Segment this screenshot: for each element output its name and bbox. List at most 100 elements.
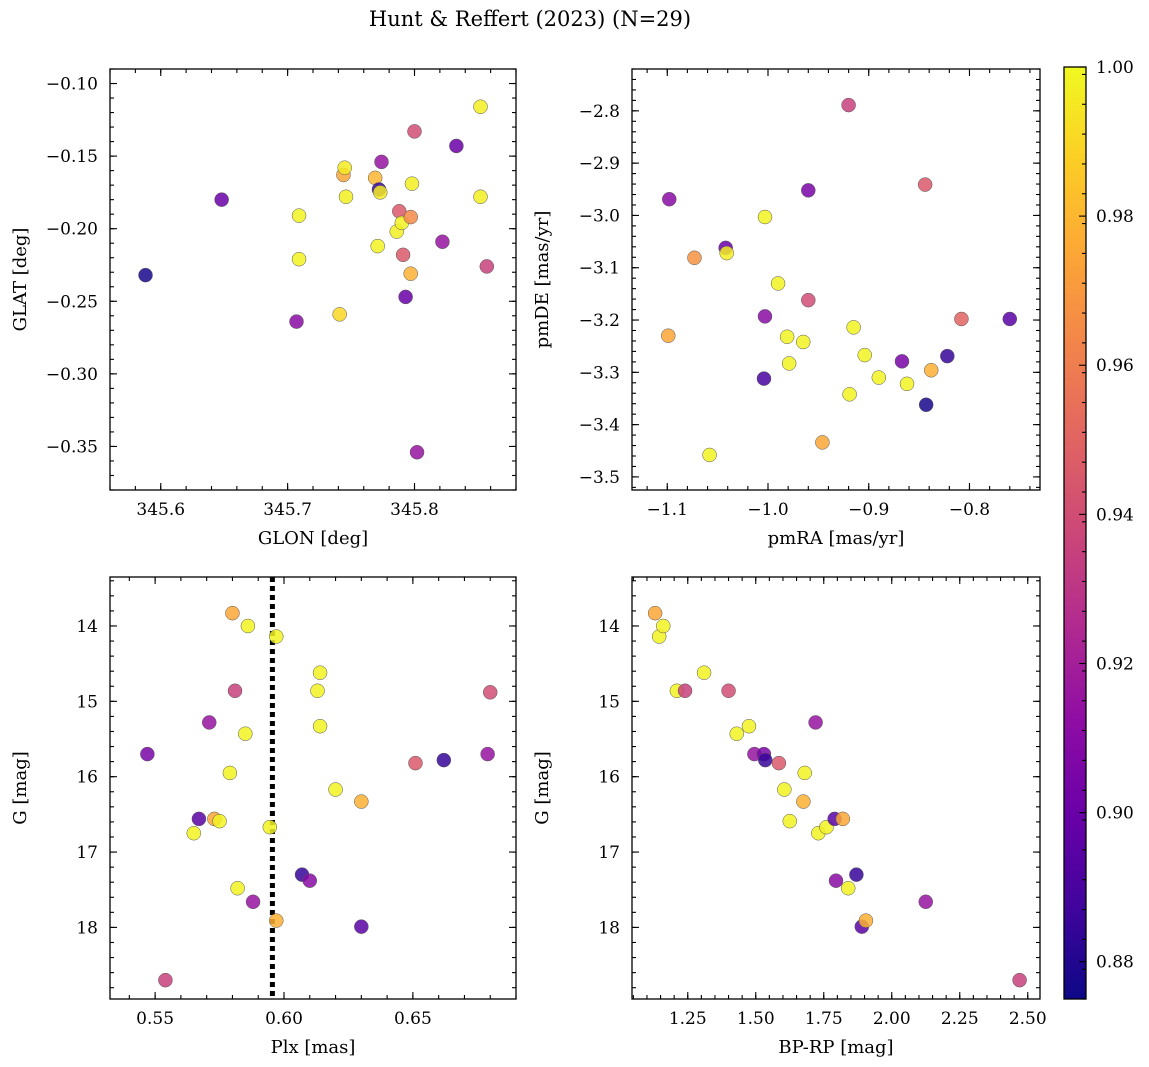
data-point [291, 251, 307, 267]
y-axis-label: G [mag] [532, 751, 553, 824]
colorbar-tick-label: 0.92 [1096, 654, 1134, 674]
y-tick-label: 18 [598, 918, 620, 938]
data-point [404, 176, 420, 191]
y-tick-label: 14 [76, 617, 98, 637]
y-tick-label: −2.9 [579, 154, 620, 174]
colorbar: 0.88 0.90 0.92 0.94 0.96 0.98 1.00 [1063, 58, 1134, 1000]
data-point [1012, 972, 1027, 988]
data-point [310, 683, 325, 699]
y-tick-label: 17 [76, 843, 98, 863]
x-tick-label: −0.8 [949, 500, 990, 520]
data-point [408, 755, 423, 771]
figure-title: Hunt & Reffert (2023) (N=29) [369, 7, 691, 31]
data-point [721, 683, 736, 699]
colorbar-frame [1063, 66, 1087, 1000]
y-tick-label: 15 [76, 692, 98, 712]
x-tick-label: 345.8 [390, 500, 439, 520]
data-point [899, 376, 915, 392]
x-tick-label: −1.1 [647, 500, 688, 520]
axes-frame [631, 576, 1041, 1000]
data-point [842, 387, 857, 402]
data-point [828, 873, 844, 888]
data-point [138, 267, 153, 283]
y-tick-label: 17 [598, 843, 620, 863]
data-point [696, 665, 712, 680]
data-point [770, 276, 786, 291]
colorbar-gradient [1064, 67, 1086, 999]
x-axis-label: pmRA [mas/yr] [768, 528, 905, 549]
panel-1: 345.6 345.7 345.8 −0.35 −0.30 −0.25 −0.20 −0.15… [10, 68, 517, 549]
data-point [918, 894, 934, 910]
x-tick-label: 0.60 [265, 1009, 303, 1029]
data-point [225, 605, 240, 621]
x-tick-label: 0.55 [136, 1009, 174, 1029]
colorbar-tick-label: 0.90 [1096, 804, 1134, 824]
data-point [191, 811, 207, 827]
data-point [779, 329, 795, 345]
data-point [354, 794, 369, 809]
data-point [372, 185, 388, 200]
data-point [771, 755, 787, 771]
x-tick-label: −0.9 [848, 500, 889, 520]
data-point [245, 894, 261, 910]
data-point [407, 124, 422, 139]
axes-frame [631, 68, 1041, 491]
panel-4: 1.25 1.50 1.75 2.00 2.25 2.50 14 15 16 17 18 BP-RP … [532, 576, 1047, 1058]
axes-frame [109, 576, 517, 1000]
data-point [758, 752, 773, 768]
data-point [729, 726, 744, 741]
data-point [395, 247, 411, 263]
data-point [677, 683, 693, 699]
data-point [201, 715, 217, 730]
data-point [702, 447, 717, 463]
y-tick-label: −3.5 [579, 468, 620, 488]
axes-frame [109, 68, 517, 491]
y-tick-label: 16 [598, 768, 620, 788]
y-tick-label: −2.8 [579, 102, 620, 122]
data-point [262, 819, 278, 835]
data-point [656, 618, 671, 634]
x-tick-label: 1.75 [805, 1009, 843, 1029]
data-point [954, 311, 969, 327]
data-point [222, 765, 238, 781]
panel-2: −1.1 −1.0 −0.9 −0.8 −3.5 −3.4 −3.3 −3.2 −3.1 −3.0… [532, 68, 1041, 549]
data-point [212, 813, 227, 829]
data-point [473, 99, 488, 114]
data-point [661, 328, 676, 343]
y-tick-label: −0.15 [46, 147, 98, 167]
data-point [918, 397, 934, 413]
data-point [757, 209, 773, 225]
data-point [409, 445, 425, 460]
data-point [140, 746, 155, 762]
data-point [289, 314, 304, 329]
x-tick-label: 1.50 [737, 1009, 775, 1029]
y-tick-label: −3.4 [579, 416, 620, 436]
data-point [338, 189, 354, 205]
x-tick-label: 2.00 [873, 1009, 911, 1029]
data-point [332, 307, 347, 322]
data-point [741, 718, 757, 734]
data-point [815, 435, 830, 450]
data-point [647, 605, 663, 621]
x-tick-label: 2.50 [1009, 1009, 1047, 1029]
x-axis-label: BP-RP [mag] [778, 1037, 893, 1058]
data-point [801, 292, 816, 308]
y-tick-label: −0.25 [46, 292, 98, 312]
data-point [449, 138, 464, 154]
data-point [808, 715, 823, 730]
data-point [302, 873, 318, 888]
x-axis-label: GLON [deg] [258, 528, 368, 549]
data-point [796, 334, 811, 350]
data-point [158, 972, 173, 988]
data-point [1002, 311, 1018, 327]
data-point [240, 618, 256, 634]
data-point [917, 177, 933, 192]
y-axis-label: pmDE [mas/yr] [532, 211, 553, 349]
data-point [186, 825, 202, 841]
y-tick-label: −3.0 [579, 206, 620, 226]
data-point [238, 726, 253, 741]
data-point [328, 782, 343, 797]
y-tick-label: 14 [598, 617, 620, 637]
colorbar-tick-label: 0.94 [1096, 505, 1134, 525]
